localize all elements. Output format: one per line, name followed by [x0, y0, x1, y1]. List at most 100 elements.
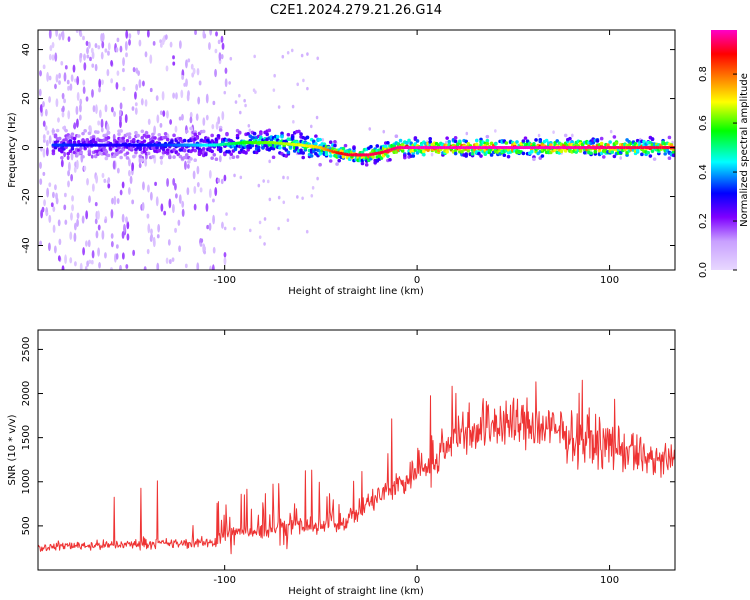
heatmap-cell [504, 141, 509, 145]
heatmap-cell [79, 98, 83, 106]
heatmap-cell [211, 123, 215, 130]
heatmap-cell [110, 233, 114, 239]
top-y-axis-label: Frequency (Hz) [7, 112, 18, 188]
heatmap-cell [137, 30, 140, 36]
heatmap-cell [146, 134, 151, 139]
heatmap-cell [568, 136, 572, 141]
heatmap-cell [156, 262, 160, 270]
heatmap-cell [54, 52, 58, 62]
heatmap-cell [68, 149, 73, 153]
heatmap-cell [88, 259, 92, 264]
heatmap-cell [160, 159, 163, 165]
heatmap-cell [87, 131, 92, 136]
heatmap-cell [71, 195, 74, 202]
heatmap-cell [58, 238, 62, 246]
heatmap-cell [135, 83, 139, 91]
heatmap-cell [608, 140, 612, 144]
heatmap-cell [193, 203, 197, 211]
heatmap-cell [220, 178, 224, 185]
heatmap-cell [48, 96, 51, 103]
heatmap-cell [85, 96, 89, 102]
heatmap-cell [39, 70, 42, 77]
heatmap-cell [218, 155, 222, 163]
heatmap-cell [671, 150, 675, 154]
colorbar-tick-label: 0.0 [698, 262, 709, 278]
heatmap-cell [318, 137, 322, 142]
heatmap-cell [138, 145, 142, 150]
heatmap-cell [244, 151, 248, 155]
heatmap-cell [214, 187, 218, 197]
heatmap-cell [252, 131, 257, 136]
heatmap-cell [155, 196, 159, 207]
heatmap-cell [163, 131, 168, 136]
heatmap-cell [140, 98, 144, 106]
x-tick-label: 0 [414, 575, 420, 586]
heatmap-cell [544, 138, 549, 143]
heatmap-cell [73, 166, 77, 173]
colorbar-tick-label: 0.4 [698, 164, 709, 180]
heatmap-cell [125, 52, 128, 58]
heatmap-cell [127, 187, 131, 195]
heatmap-cell [286, 50, 290, 55]
heatmap-cell [269, 138, 274, 142]
heatmap-cell [128, 39, 131, 46]
heatmap-cell [422, 149, 426, 154]
heatmap-cell [110, 240, 114, 248]
heatmap-cell [177, 219, 181, 226]
heatmap-cell [314, 134, 318, 138]
heatmap-cell [103, 178, 107, 183]
heatmap-cell [589, 151, 593, 155]
heatmap-cell [54, 83, 57, 90]
heatmap-cell [138, 79, 142, 89]
heatmap-cell [263, 217, 267, 221]
heatmap-cell [162, 110, 166, 117]
heatmap-cell [75, 105, 79, 116]
heatmap-cell [104, 150, 109, 154]
heatmap-cell [540, 154, 545, 158]
heatmap-cell [70, 212, 73, 221]
heatmap-cell [228, 81, 231, 85]
heatmap-cell [61, 111, 65, 118]
heatmap-cell [248, 228, 252, 233]
heatmap-cell [52, 191, 55, 199]
heatmap-cell [73, 222, 77, 231]
heatmap-cell [160, 203, 164, 212]
heatmap-cell [91, 63, 95, 68]
heatmap-cell [42, 148, 46, 158]
heatmap-cell [52, 206, 56, 213]
heatmap-cell [131, 162, 135, 172]
heatmap-cell [110, 106, 114, 113]
heatmap-cell [305, 229, 309, 234]
heatmap-cell [258, 220, 262, 225]
top-x-axis-ticks: -100 0 100 [213, 30, 619, 286]
heatmap-cell [116, 37, 120, 43]
heatmap-cell [66, 151, 71, 156]
heatmap-cell [82, 79, 86, 86]
heatmap-cell [125, 151, 130, 155]
heatmap-cell [310, 193, 314, 198]
heatmap-cell [172, 133, 176, 138]
heatmap-cell [181, 200, 185, 208]
heatmap-cell [76, 118, 79, 128]
heatmap-cell [161, 90, 165, 101]
heatmap-cell [534, 138, 538, 142]
heatmap-cell [286, 176, 290, 180]
heatmap-cell [489, 153, 494, 157]
heatmap-cell [195, 136, 200, 140]
heatmap-cell [221, 111, 225, 121]
heatmap-cell [63, 72, 67, 82]
heatmap-cell [146, 30, 150, 38]
heatmap-cell [159, 155, 164, 160]
heatmap-cell [144, 99, 148, 107]
heatmap-cell [352, 148, 356, 153]
heatmap-cell [444, 140, 448, 145]
heatmap-cell [328, 159, 333, 163]
heatmap-cell [642, 139, 646, 144]
heatmap-cell [138, 162, 142, 169]
heatmap-cell [115, 244, 119, 249]
heatmap-cell [140, 129, 145, 134]
heatmap-cell [238, 93, 241, 98]
x-tick-label: -100 [213, 275, 236, 286]
y-tick-label: -20 [21, 188, 32, 204]
heatmap-cell [159, 42, 163, 48]
